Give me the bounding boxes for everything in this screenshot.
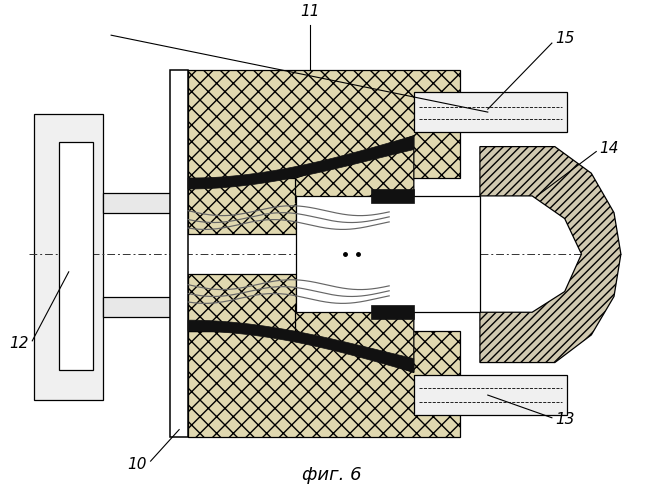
Polygon shape [188,331,460,438]
Text: 14: 14 [599,141,619,156]
Polygon shape [414,92,566,132]
Text: 15: 15 [555,30,574,46]
Polygon shape [295,196,480,312]
Polygon shape [188,320,414,372]
Polygon shape [103,193,172,212]
Polygon shape [480,146,621,362]
Polygon shape [295,136,414,203]
Polygon shape [414,376,566,415]
Polygon shape [170,70,188,438]
Polygon shape [188,178,295,234]
Text: фиг. 6: фиг. 6 [302,466,362,484]
Polygon shape [59,142,94,370]
Polygon shape [35,114,103,400]
Polygon shape [188,70,460,178]
Polygon shape [371,189,414,203]
Polygon shape [295,306,414,372]
Polygon shape [103,298,172,317]
Text: 13: 13 [555,412,574,427]
Polygon shape [371,306,414,319]
Polygon shape [188,274,295,331]
Text: 10: 10 [127,456,147,471]
Text: 12: 12 [9,336,29,351]
Text: 11: 11 [301,4,320,20]
Polygon shape [188,136,414,189]
